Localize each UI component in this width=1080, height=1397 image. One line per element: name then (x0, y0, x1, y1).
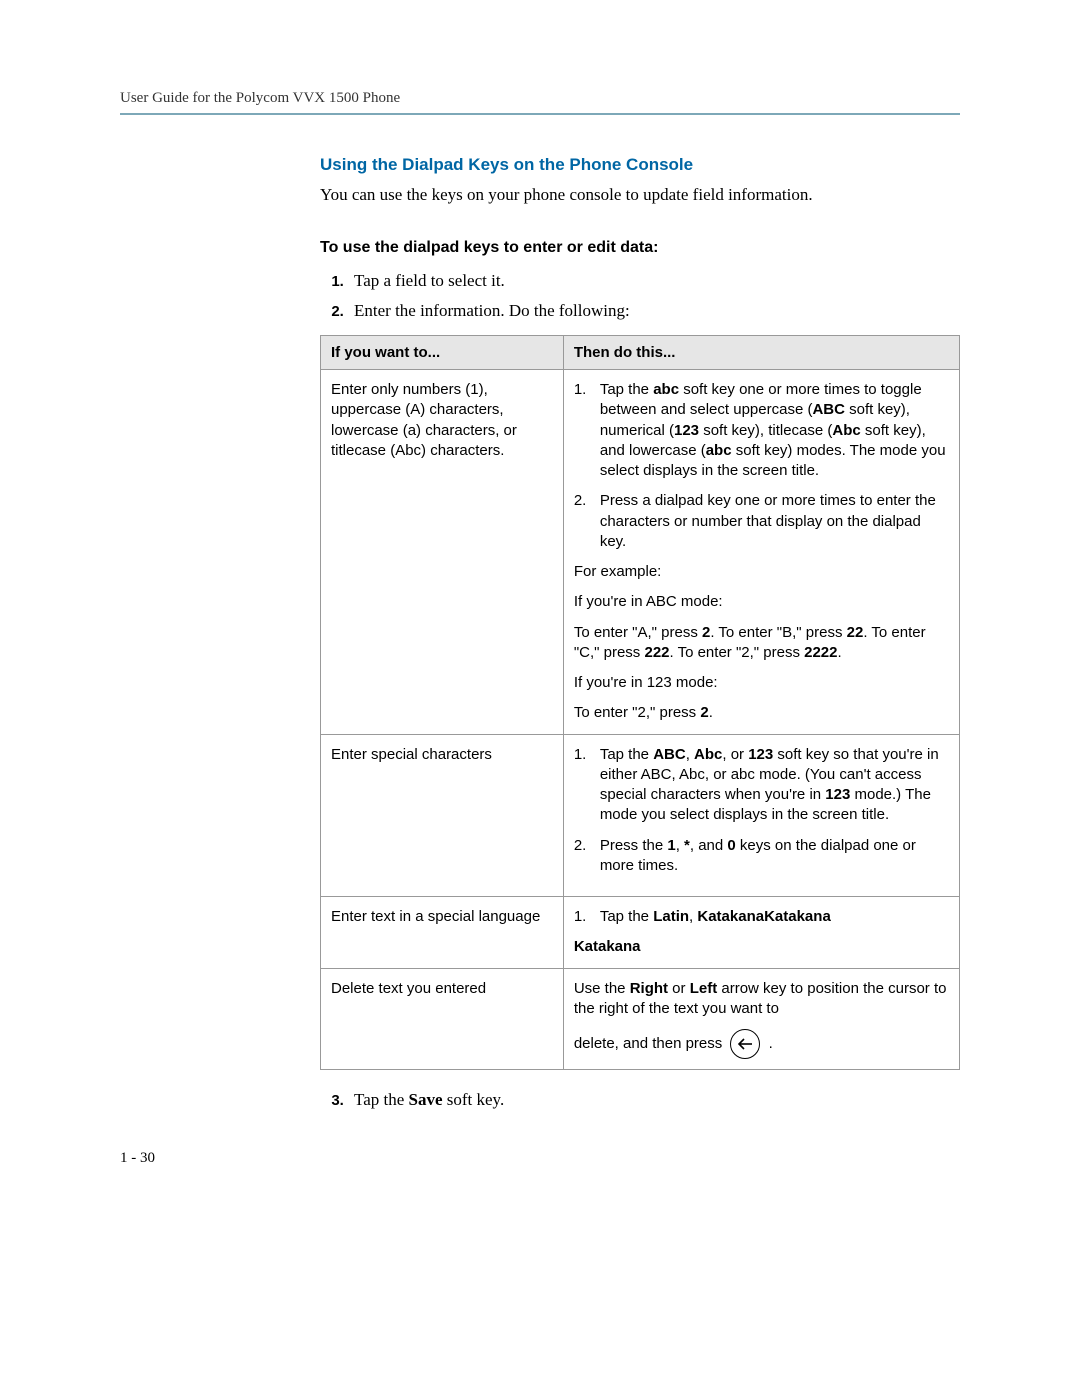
row1-abc-example: To enter "A," press 2. To enter "B," pre… (574, 623, 949, 664)
steps-list: Tap a field to select it. Enter the info… (320, 271, 960, 321)
row3-left: Enter text in a special language (321, 897, 564, 969)
row2-left: Enter special characters (321, 734, 564, 897)
row1-item2: Press a dialpad key one or more times to… (600, 491, 949, 552)
step-1: Tap a field to select it. (348, 271, 960, 291)
list-number: 2. (574, 836, 600, 877)
procedure-heading: To use the dialpad keys to enter or edit… (320, 239, 960, 257)
intro-text: You can use the keys on your phone conso… (320, 185, 960, 205)
section-heading: Using the Dialpad Keys on the Phone Cons… (320, 155, 960, 175)
row1-item1: Tap the abc soft key one or more times t… (600, 380, 949, 481)
list-number: 1. (574, 907, 600, 927)
row2-item2: Press the 1, *, and 0 keys on the dialpa… (600, 836, 949, 877)
row4-line1: Use the Right or Left arrow key to posit… (574, 979, 949, 1020)
row2-right: 1. Tap the ABC, Abc, or 123 soft key so … (563, 734, 959, 897)
step-2: Enter the information. Do the following: (348, 301, 960, 321)
row4-right: Use the Right or Left arrow key to posit… (563, 968, 959, 1070)
page-number: 1 - 30 (120, 1150, 960, 1167)
row2-item1: Tap the ABC, Abc, or 123 soft key so tha… (600, 745, 949, 826)
running-header: User Guide for the Polycom VVX 1500 Phon… (120, 90, 960, 107)
page-container: User Guide for the Polycom VVX 1500 Phon… (0, 0, 1080, 1227)
table-row: Enter text in a special language 1. Tap … (321, 897, 960, 969)
table-row: Enter only numbers (1), uppercase (A) ch… (321, 370, 960, 735)
instructions-table: If you want to... Then do this... Enter … (320, 335, 960, 1070)
row3-item1: Tap the Latin, Katakana (600, 907, 764, 927)
row1-right: 1. Tap the abc soft key one or more time… (563, 370, 959, 735)
header-rule (120, 113, 960, 115)
list-number: 2. (574, 491, 600, 552)
back-arrow-icon (730, 1029, 760, 1059)
row1-left: Enter only numbers (1), uppercase (A) ch… (321, 370, 564, 735)
table-header-left: If you want to... (321, 336, 564, 370)
row1-123-example: To enter "2," press 2. (574, 703, 949, 723)
step-3: Tap the Save soft key. (348, 1090, 960, 1110)
list-number: 1. (574, 380, 600, 481)
table-row: Delete text you entered Use the Right or… (321, 968, 960, 1070)
row1-example-label: For example: (574, 562, 949, 582)
row4-line2: delete, and then press . (574, 1029, 949, 1059)
table-row: Enter special characters 1. Tap the ABC,… (321, 734, 960, 897)
list-number: 1. (574, 745, 600, 826)
table-header-right: Then do this... (563, 336, 959, 370)
row1-abc-mode-label: If you're in ABC mode: (574, 592, 949, 612)
row3-right: 1. Tap the Latin, KatakanaKatakanaKataka… (563, 897, 959, 969)
content-area: Using the Dialpad Keys on the Phone Cons… (320, 155, 960, 1110)
steps-list-cont: Tap the Save soft key. (320, 1090, 960, 1110)
row1-123-mode-label: If you're in 123 mode: (574, 673, 949, 693)
row4-left: Delete text you entered (321, 968, 564, 1070)
